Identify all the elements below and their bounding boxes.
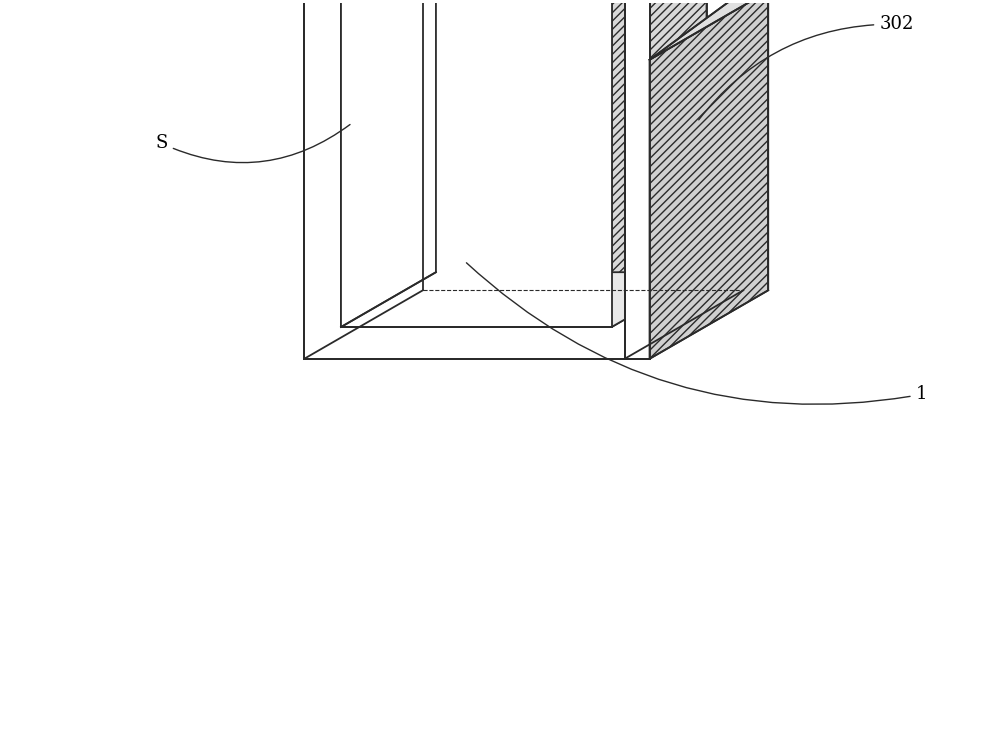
Polygon shape <box>436 0 707 272</box>
Polygon shape <box>341 0 436 327</box>
Polygon shape <box>341 272 707 327</box>
Text: 302: 302 <box>699 15 914 120</box>
Text: 301: 301 <box>0 738 1 739</box>
Text: 1: 1 <box>466 263 927 404</box>
Polygon shape <box>304 0 423 359</box>
Polygon shape <box>650 0 768 60</box>
Polygon shape <box>625 0 650 359</box>
Polygon shape <box>650 0 768 359</box>
Polygon shape <box>304 0 625 359</box>
Text: S: S <box>156 124 350 163</box>
Polygon shape <box>341 0 612 327</box>
Polygon shape <box>612 0 707 327</box>
